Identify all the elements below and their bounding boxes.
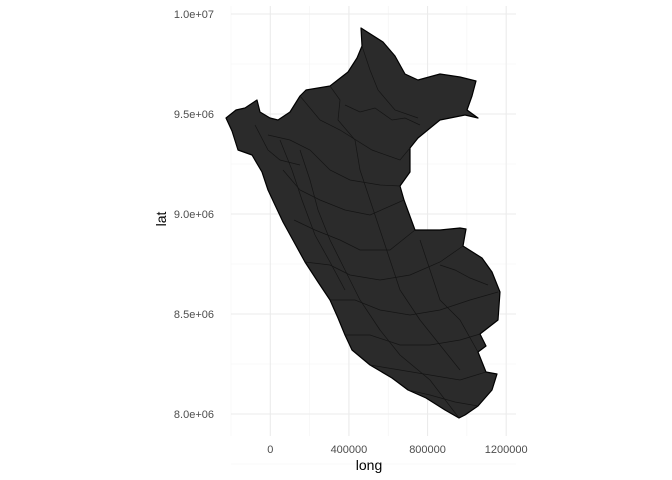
y-axis-title: lat [153, 212, 169, 227]
region-border-line [282, 169, 405, 216]
region-border-line [330, 291, 499, 316]
x-tick-label: 800000 [409, 444, 446, 456]
peru-map [225, 27, 501, 419]
y-tick-label: 1.0e+07 [174, 9, 214, 21]
x-tick-label: 400000 [331, 444, 368, 456]
region-border-line [267, 134, 401, 187]
peru-country-shape [225, 27, 501, 419]
x-tick-label: 1200000 [485, 444, 528, 456]
x-tick-label: 0 [267, 444, 273, 456]
region-border-line [293, 219, 416, 251]
region-border-line [254, 124, 301, 166]
y-tick-label: 8.5e+06 [174, 309, 214, 321]
region-border-line [369, 364, 487, 381]
region-border-line [279, 139, 346, 291]
y-tick-label: 9.0e+06 [174, 209, 214, 221]
region-border-line [419, 239, 479, 353]
x-axis-ticks: 0 400000 800000 1200000 [267, 444, 527, 456]
x-axis-title: long [356, 457, 382, 473]
y-tick-label: 9.5e+06 [174, 109, 214, 121]
region-border-line [354, 139, 461, 371]
region-border-line [299, 149, 460, 419]
y-tick-label: 8.0e+06 [174, 409, 214, 421]
region-border-line [345, 333, 481, 346]
district-boundaries [254, 45, 499, 419]
y-axis-ticks: 8.0e+06 8.5e+06 9.0e+06 9.5e+06 1.0e+07 [174, 9, 214, 421]
region-border-line [407, 389, 479, 407]
region-border-line [361, 45, 419, 119]
river-line [344, 104, 421, 126]
region-border-line [304, 245, 464, 281]
region-border-line [299, 95, 411, 161]
region-border-line [329, 85, 356, 141]
river-line [439, 264, 489, 286]
